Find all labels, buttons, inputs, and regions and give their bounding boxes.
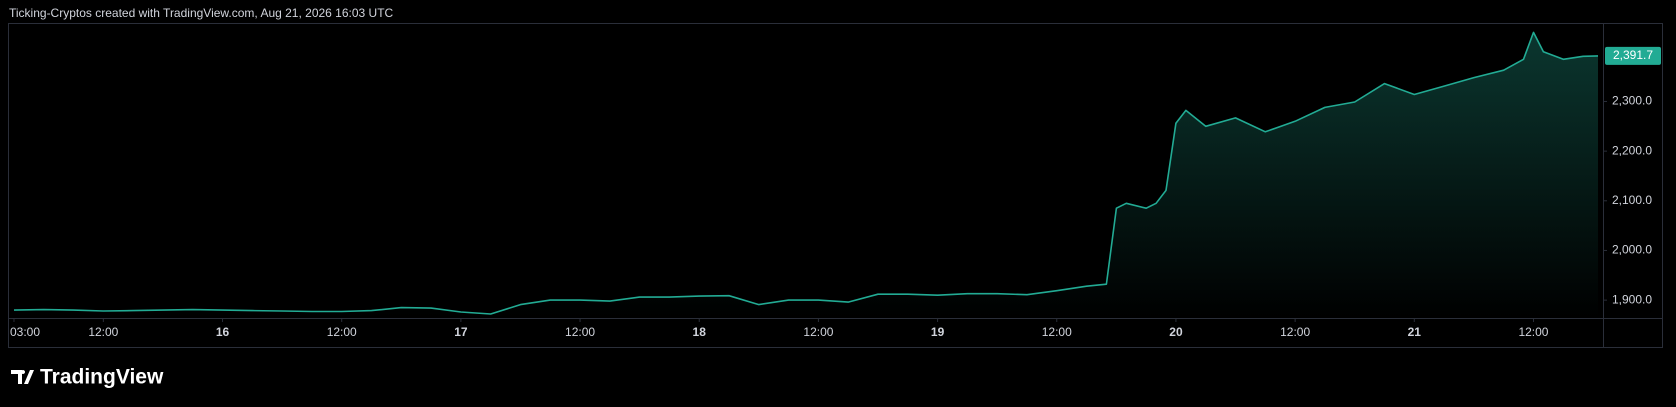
last-price-badge bbox=[1605, 46, 1661, 65]
logo-icon bbox=[11, 370, 34, 384]
y-tick-label: 2,000.0 bbox=[1612, 243, 1652, 257]
y-tick-label: 2,100.0 bbox=[1612, 193, 1652, 207]
frame bbox=[8, 23, 1663, 348]
x-tick-label: 03:00 bbox=[10, 325, 40, 339]
x-tick-label: 21 bbox=[1408, 325, 1422, 339]
logo: TradingView bbox=[40, 366, 164, 389]
area-fill bbox=[14, 32, 1598, 319]
x-tick-label: 12:00 bbox=[565, 325, 595, 339]
y-tick-label: 2,200.0 bbox=[1612, 143, 1652, 157]
header: Ticking-Cryptos created with TradingView… bbox=[9, 6, 394, 20]
y-tick-label: 2,300.0 bbox=[1612, 94, 1652, 108]
x-tick-label: 12:00 bbox=[803, 325, 833, 339]
x-tick-label: 12:00 bbox=[88, 325, 118, 339]
x-tick-label: 12:00 bbox=[1042, 325, 1072, 339]
x-tick-label: 12:00 bbox=[1280, 325, 1310, 339]
logo-group: TradingView bbox=[11, 366, 164, 389]
x-tick-label: 20 bbox=[1169, 325, 1183, 339]
x-tick-label: 17 bbox=[454, 325, 468, 339]
x-tick-label: 19 bbox=[931, 325, 945, 339]
x-tick-label: 16 bbox=[216, 325, 230, 339]
x-tick-label: 12:00 bbox=[327, 325, 357, 339]
last-price-label: 2,391.7 bbox=[1613, 48, 1653, 62]
x-tick-label: 18 bbox=[693, 325, 707, 339]
y-tick-label: 1,900.0 bbox=[1612, 292, 1652, 306]
price-line bbox=[13, 31, 1599, 315]
x-tick-label: 12:00 bbox=[1518, 325, 1548, 339]
